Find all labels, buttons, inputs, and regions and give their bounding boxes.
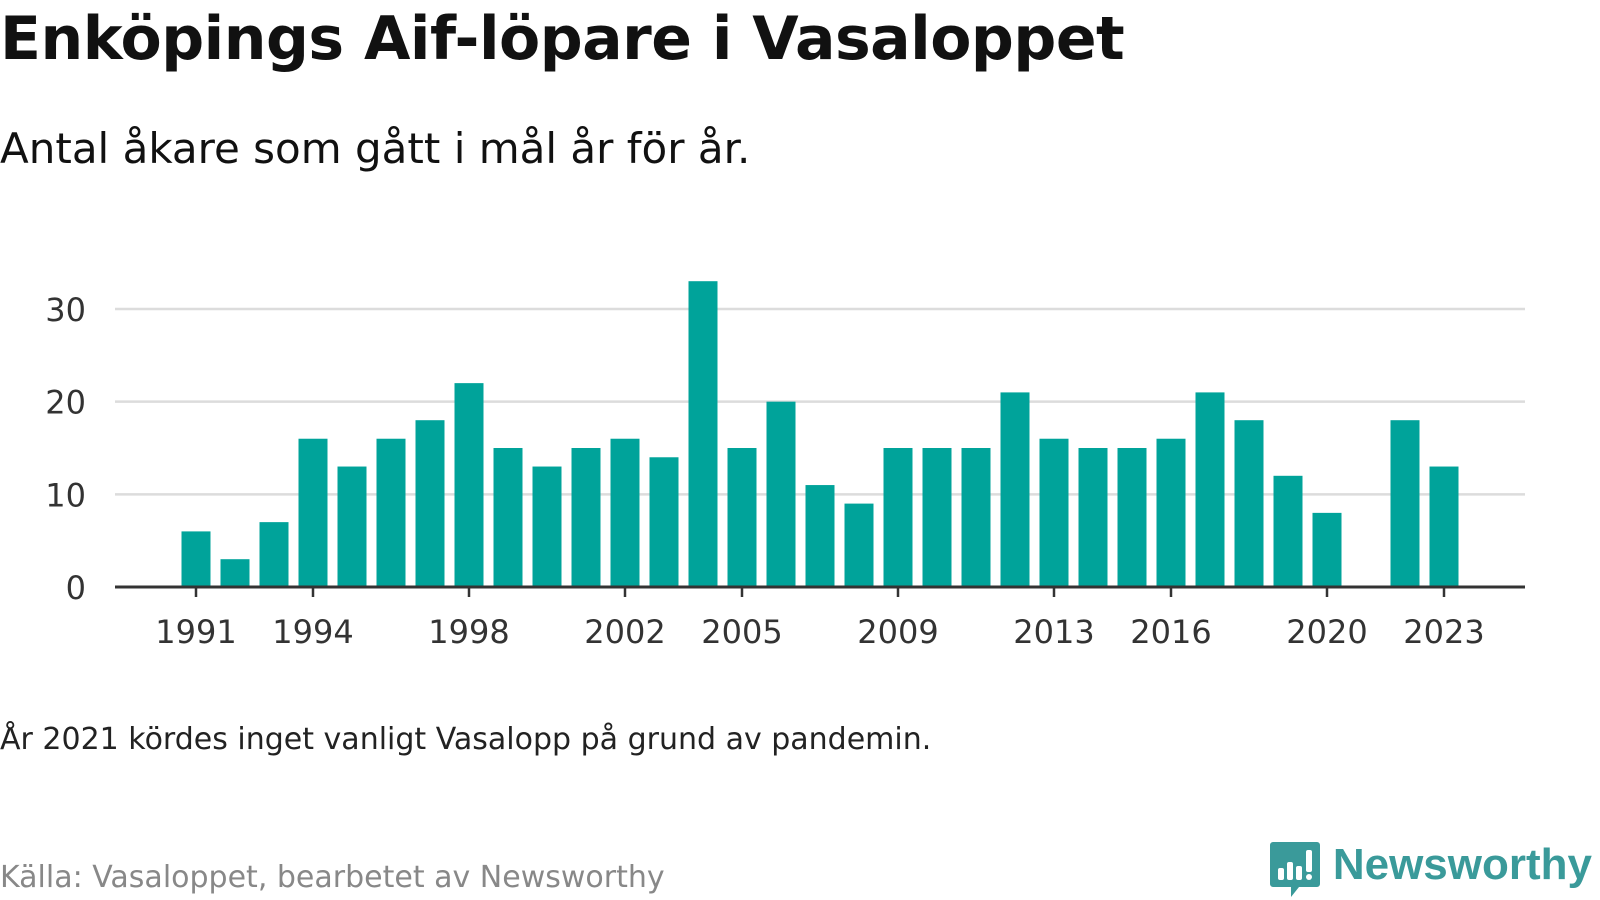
- x-tick-label: 2016: [1130, 613, 1211, 651]
- bar: [922, 448, 952, 587]
- y-tick-label: 10: [45, 476, 86, 514]
- bar: [259, 522, 289, 587]
- bar: [1273, 475, 1303, 587]
- x-tick-label: 2005: [701, 613, 782, 651]
- bar: [337, 466, 367, 587]
- y-tick-label: 0: [66, 569, 86, 607]
- x-tick-label: 1994: [272, 613, 353, 651]
- x-axis-ticks: 1991 1994 1998 2002 2005 2009 2013 2016 2020 2023: [155, 587, 1485, 651]
- bar: [1234, 420, 1264, 587]
- bar: [571, 448, 601, 587]
- bar: [1429, 466, 1459, 587]
- chart-subtitle: Antal åkare som gått i mål år för år.: [0, 124, 751, 173]
- x-tick-label: 2013: [1013, 613, 1094, 651]
- bar: [1312, 512, 1342, 587]
- bar: [805, 485, 835, 587]
- bar: [1156, 438, 1186, 587]
- x-tick-label: 2002: [584, 613, 665, 651]
- bar: [883, 448, 913, 587]
- bars: [181, 281, 1459, 587]
- bar: [1039, 438, 1069, 587]
- bar: [415, 420, 445, 587]
- brand-logo[interactable]: Newsworthy: [1269, 840, 1592, 900]
- y-tick-label: 30: [45, 291, 86, 329]
- bar: [220, 559, 250, 587]
- x-tick-label: 1991: [155, 613, 236, 651]
- bar: [181, 531, 211, 587]
- bar: [493, 448, 523, 587]
- bar: [1078, 448, 1108, 587]
- bar: [961, 448, 991, 587]
- y-tick-label: 20: [45, 384, 86, 422]
- chart-note: År 2021 kördes inget vanligt Vasalopp på…: [0, 722, 932, 757]
- brand-name: Newsworthy: [1332, 840, 1592, 889]
- bar: [376, 438, 406, 587]
- x-tick-label: 2023: [1403, 613, 1484, 651]
- bar: [766, 401, 796, 587]
- bar: [298, 438, 328, 587]
- bar-chart: 0 10 20 30 1991 1994 1998 2002 2005 2009 2013 2016…: [45, 281, 1525, 651]
- bar: [727, 448, 757, 587]
- bar: [1000, 392, 1030, 587]
- bar: [1390, 420, 1420, 587]
- y-axis-labels: 0 10 20 30: [45, 291, 86, 607]
- bar: [532, 466, 562, 587]
- newsworthy-logo-icon: [1269, 842, 1320, 897]
- source-credit: Källa: Vasaloppet, bearbetet av Newswort…: [0, 860, 665, 895]
- bar: [649, 457, 679, 587]
- bar: [1195, 392, 1225, 587]
- x-tick-label: 1998: [428, 613, 509, 651]
- bar: [454, 383, 484, 587]
- bar: [610, 438, 640, 587]
- chart-title: Enköpings Aif-löpare i Vasaloppet: [0, 4, 1125, 74]
- bar: [1117, 448, 1147, 587]
- x-tick-label: 2020: [1286, 613, 1367, 651]
- bar: [688, 281, 718, 587]
- bar: [844, 503, 874, 587]
- x-tick-label: 2009: [857, 613, 938, 651]
